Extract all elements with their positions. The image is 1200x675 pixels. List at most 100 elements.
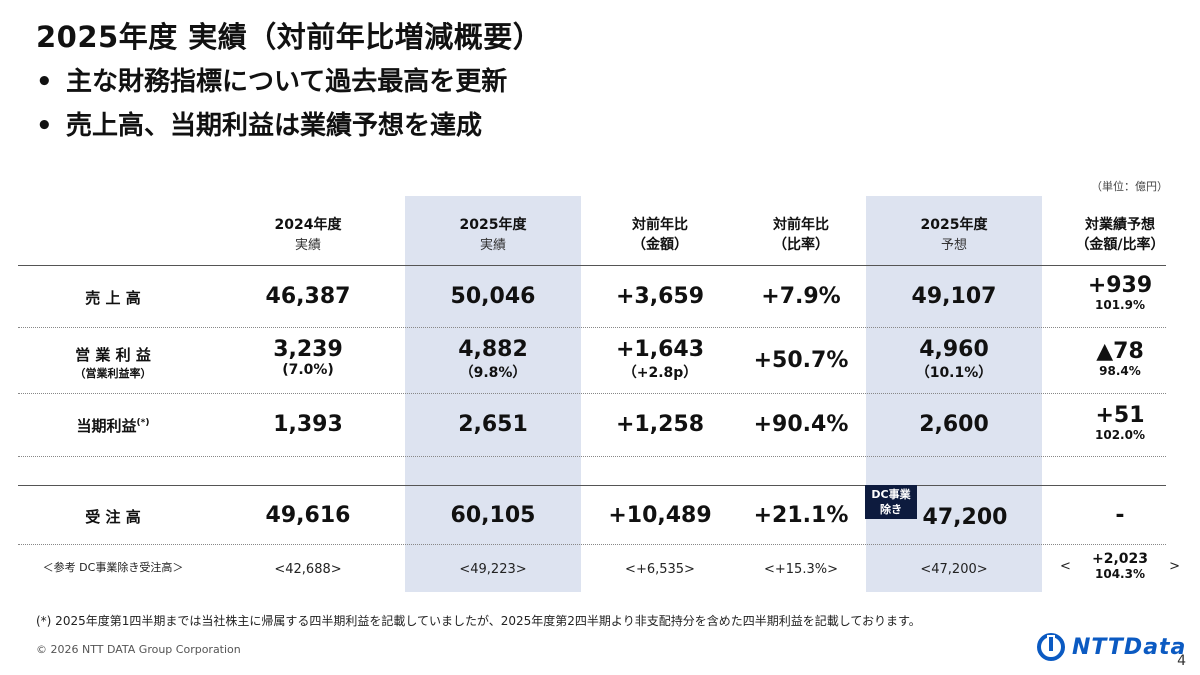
ref-yoy-amount: <+6,535> [625, 562, 695, 577]
net-vs-forecast: +51 102.0% [1050, 403, 1190, 442]
bullet-text: 売上高、当期利益は業績予想を達成 [66, 111, 483, 141]
header-line2: （金額/比率） [1075, 237, 1165, 253]
header-2024-actual: 2024年度 実績 [220, 214, 396, 253]
op-vs-forecast-rate: 98.4% [1099, 364, 1141, 378]
sales-2024: 46,387 [265, 284, 351, 309]
net-yoy-rate: +90.4% [753, 412, 849, 437]
header-line1: 2025年度 [920, 217, 988, 233]
header-line2: 実績 [479, 238, 506, 253]
ref-vs-forecast-values: +2,023 104.3% [1092, 551, 1148, 581]
orders-forecast: 47,200 [922, 505, 1008, 530]
header-line1: 対前年比 [773, 217, 829, 233]
logo-wordmark: NTTData [1072, 634, 1187, 660]
op-vs-forecast: ▲78 98.4% [1050, 339, 1190, 378]
header-line2: 予想 [940, 238, 967, 253]
unit-label: （単位：億円） [1091, 180, 1168, 193]
row-divider [18, 544, 1166, 545]
net-forecast: 2,600 [919, 412, 989, 437]
row-label-main: 当期利益 [76, 417, 137, 435]
op-2024-value: 3,239 [273, 337, 343, 362]
bullet-text: 主な財務指標について過去最高を更新 [66, 67, 508, 97]
op-yoy-amount-value: +1,643 [615, 337, 705, 362]
copyright: © 2026 NTT DATA Group Corporation [36, 643, 241, 656]
sales-yoy-amount: +3,659 [615, 284, 705, 309]
op-2025: 4,882 （9.8%） [405, 337, 581, 382]
ref-2024: <42,688> [274, 562, 342, 577]
row-label-reference: ＜参考 DC事業除き受注高＞ [42, 561, 184, 574]
bullet-item: • 主な財務指標について過去最高を更新 [36, 62, 507, 106]
op-forecast-value: 4,960 [919, 337, 989, 362]
ref-vs-forecast-amount: +2,023 [1091, 551, 1148, 567]
header-line1: 2025年度 [459, 217, 527, 233]
ref-2025: <49,223> [459, 562, 527, 577]
row-divider [18, 393, 1166, 394]
orders-section-rule [18, 485, 1166, 486]
bullet-mark: • [36, 67, 53, 97]
net-vs-forecast-amount: +51 [1095, 403, 1145, 428]
op-yoy-margin-change: （+2.8p） [622, 365, 698, 381]
row-divider [18, 456, 1166, 457]
header-line1: 対前年比 [632, 217, 688, 233]
sales-vs-forecast: +939 101.9% [1050, 273, 1190, 312]
orders-2024: 49,616 [265, 503, 351, 528]
footnote: (*) 2025年度第1四半期までは当社株主に帰属する四半期利益を記載していまし… [36, 614, 921, 628]
bracket-open: < [1060, 558, 1071, 574]
dc-excluded-badge: DC事業 除き [865, 485, 917, 519]
net-2025: 2,651 [458, 412, 528, 437]
bracket-close: > [1169, 558, 1180, 574]
row-label-main: 営 業 利 益 [75, 346, 151, 364]
company-logo: NTTData [1036, 630, 1186, 664]
row-label-sales: 売 上 高 [85, 289, 141, 307]
net-2024: 1,393 [273, 412, 343, 437]
ntt-data-logo-icon [1037, 633, 1065, 661]
page-number: 4 [1177, 653, 1186, 669]
sales-forecast: 49,107 [911, 284, 997, 309]
op-2025-margin: （9.8%） [459, 365, 527, 381]
orders-yoy-rate: +21.1% [753, 503, 849, 528]
highlight-band-2025-actual [405, 196, 581, 592]
sales-vs-forecast-rate: 101.9% [1095, 298, 1145, 312]
net-vs-forecast-rate: 102.0% [1095, 428, 1145, 442]
op-forecast-margin: （10.1%） [915, 365, 993, 381]
op-2025-value: 4,882 [458, 337, 528, 362]
header-yoy-rate: 対前年比 （比率） [736, 214, 866, 254]
ref-yoy-rate: <+15.3%> [764, 562, 838, 577]
header-line2: 実績 [294, 238, 321, 253]
row-label-net-income: 当期利益(*) [18, 415, 208, 436]
summary-bullets: • 主な財務指標について過去最高を更新 • 売上高、当期利益は業績予想を達成 [36, 62, 507, 150]
header-2025-forecast: 2025年度 予想 [866, 214, 1042, 253]
header-line2: （金額） [632, 237, 688, 253]
header-vs-forecast: 対業績予想 （金額/比率） [1050, 214, 1190, 254]
op-vs-forecast-amount: ▲78 [1096, 339, 1144, 364]
op-yoy-amount: +1,643 （+2.8p） [590, 337, 730, 382]
header-line1: 2024年度 [274, 217, 342, 233]
sales-2025: 50,046 [450, 284, 536, 309]
bullet-item: • 売上高、当期利益は業績予想を達成 [36, 106, 507, 150]
sales-yoy-rate: +7.9% [761, 284, 841, 309]
op-yoy-rate: +50.7% [753, 348, 849, 373]
header-line1: 対業績予想 [1085, 217, 1155, 233]
op-forecast: 4,960 （10.1%） [866, 337, 1042, 382]
footnote-mark: (*) [136, 418, 150, 428]
ref-vs-forecast: < +2,023 104.3% > [1060, 551, 1180, 581]
net-yoy-amount: +1,258 [615, 412, 705, 437]
header-2025-actual: 2025年度 実績 [405, 214, 581, 253]
orders-vs-forecast: - [1115, 503, 1125, 528]
orders-2025: 60,105 [450, 503, 536, 528]
row-divider [18, 327, 1166, 328]
row-label-sub: （営業利益率） [74, 367, 152, 380]
table-header-rule [18, 265, 1166, 266]
sales-vs-forecast-amount: +939 [1087, 273, 1153, 298]
orders-yoy-amount: +10,489 [608, 503, 712, 528]
header-line2: （比率） [773, 237, 829, 253]
ref-vs-forecast-rate: 104.3% [1095, 567, 1145, 581]
row-label-orders: 受 注 高 [85, 508, 141, 526]
row-label-operating-profit: 営 業 利 益 （営業利益率） [18, 344, 208, 381]
header-yoy-amount: 対前年比 （金額） [590, 214, 730, 254]
ref-forecast: <47,200> [920, 562, 988, 577]
bullet-mark: • [36, 111, 53, 141]
highlight-band-2025-forecast [866, 196, 1042, 592]
ref-vs-forecast-wrap: < +2,023 104.3% > [1060, 551, 1180, 581]
page-title: 2025年度 実績（対前年比増減概要） [36, 20, 543, 54]
op-2024: 3,239 (7.0%) [220, 337, 396, 378]
